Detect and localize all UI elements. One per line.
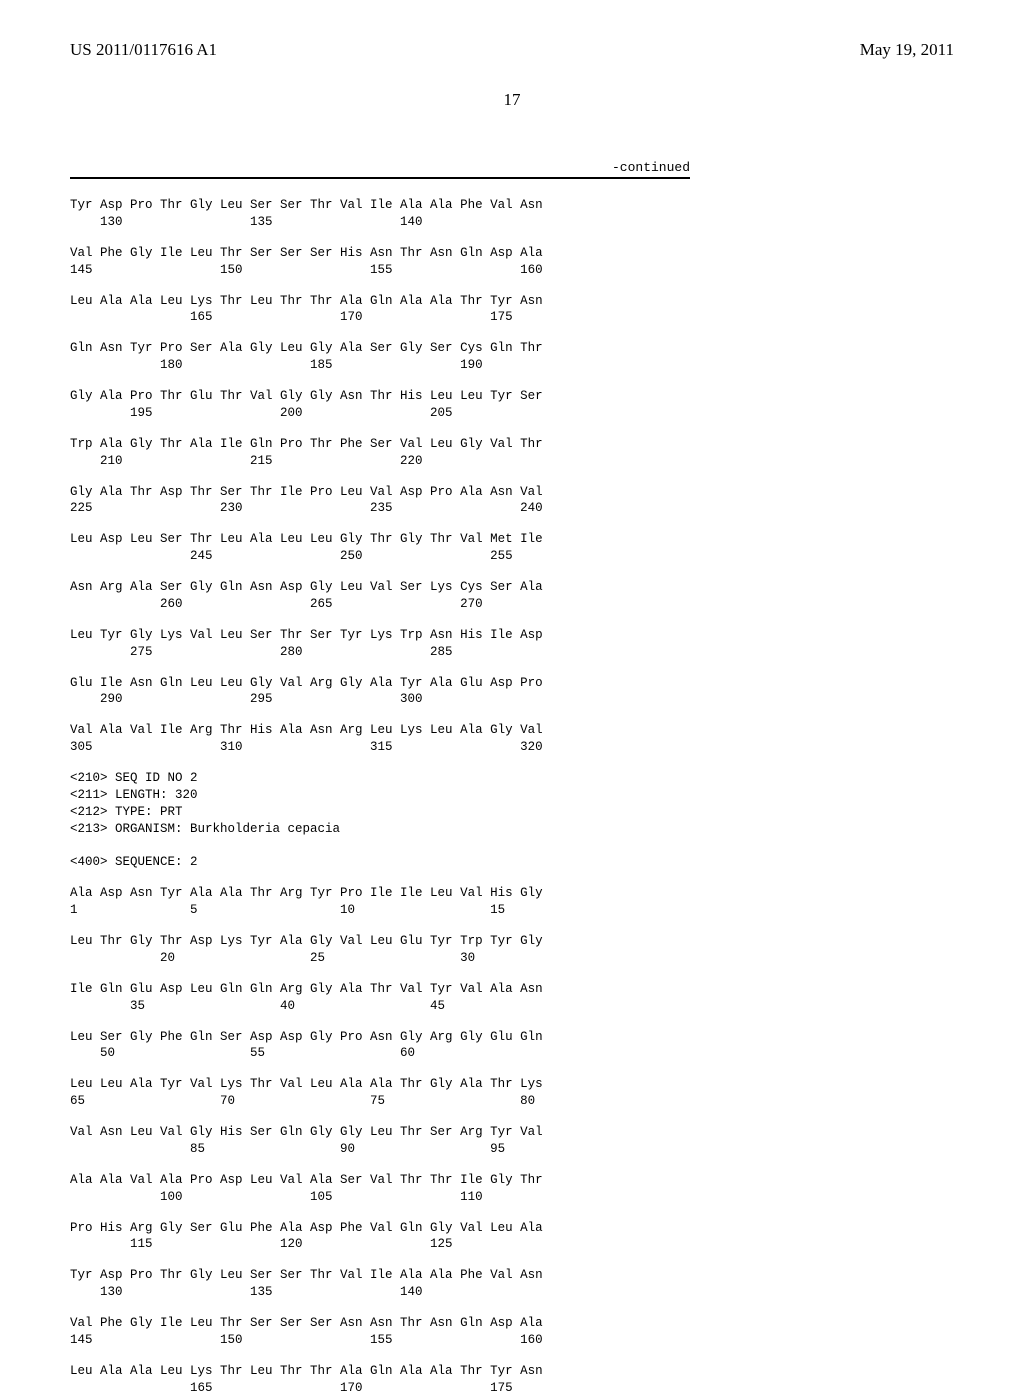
amino-acid-line: Val Ala Val Ile Arg Thr His Ala Asn Arg … [70, 722, 954, 739]
position-line: 1 5 10 15 [70, 902, 954, 919]
sequence-row: Glu Ile Asn Gln Leu Leu Gly Val Arg Gly … [70, 675, 954, 709]
sequence-row: Leu Thr Gly Thr Asp Lys Tyr Ala Gly Val … [70, 933, 954, 967]
amino-acid-line: Leu Ala Ala Leu Lys Thr Leu Thr Thr Ala … [70, 293, 954, 310]
position-line: 35 40 45 [70, 998, 954, 1015]
sequence-row: Ala Ala Val Ala Pro Asp Leu Val Ala Ser … [70, 1172, 954, 1206]
sequence-row: Ile Gln Glu Asp Leu Gln Gln Arg Gly Ala … [70, 981, 954, 1015]
position-line: 130 135 140 [70, 1284, 954, 1301]
position-line: 115 120 125 [70, 1236, 954, 1253]
position-line: 180 185 190 [70, 357, 954, 374]
amino-acid-line: Glu Ile Asn Gln Leu Leu Gly Val Arg Gly … [70, 675, 954, 692]
sequence-row: Val Ala Val Ile Arg Thr His Ala Asn Arg … [70, 722, 954, 756]
amino-acid-line: Leu Thr Gly Thr Asp Lys Tyr Ala Gly Val … [70, 933, 954, 950]
amino-acid-line: Gly Ala Thr Asp Thr Ser Thr Ile Pro Leu … [70, 484, 954, 501]
sequence-row: Val Phe Gly Ile Leu Thr Ser Ser Ser Asn … [70, 1315, 954, 1349]
amino-acid-line: Leu Tyr Gly Lys Val Leu Ser Thr Ser Tyr … [70, 627, 954, 644]
position-line: 165 170 175 [70, 309, 954, 326]
amino-acid-line: Tyr Asp Pro Thr Gly Leu Ser Ser Thr Val … [70, 1267, 954, 1284]
page: US 2011/0117616 A1 May 19, 2011 17 -cont… [0, 0, 1024, 1320]
position-line: 245 250 255 [70, 548, 954, 565]
sequence-row: Trp Ala Gly Thr Ala Ile Gln Pro Thr Phe … [70, 436, 954, 470]
position-line: 165 170 175 [70, 1380, 954, 1397]
amino-acid-line: Ile Gln Glu Asp Leu Gln Gln Arg Gly Ala … [70, 981, 954, 998]
amino-acid-line: Val Phe Gly Ile Leu Thr Ser Ser Ser His … [70, 245, 954, 262]
position-line: 290 295 300 [70, 691, 954, 708]
position-line: 50 55 60 [70, 1045, 954, 1062]
amino-acid-line: Tyr Asp Pro Thr Gly Leu Ser Ser Thr Val … [70, 197, 954, 214]
sequence-row: Tyr Asp Pro Thr Gly Leu Ser Ser Thr Val … [70, 1267, 954, 1301]
sequence-row: Gln Asn Tyr Pro Ser Ala Gly Leu Gly Ala … [70, 340, 954, 374]
sequence-row: Gly Ala Thr Asp Thr Ser Thr Ile Pro Leu … [70, 484, 954, 518]
position-line: 305 310 315 320 [70, 739, 954, 756]
amino-acid-line: Leu Ala Ala Leu Lys Thr Leu Thr Thr Ala … [70, 1363, 954, 1380]
amino-acid-line: Asn Arg Ala Ser Gly Gln Asn Asp Gly Leu … [70, 579, 954, 596]
sequence-row: Val Asn Leu Val Gly His Ser Gln Gly Gly … [70, 1124, 954, 1158]
position-line: 210 215 220 [70, 453, 954, 470]
sequence-row: Leu Ser Gly Phe Gln Ser Asp Asp Gly Pro … [70, 1029, 954, 1063]
page-number: 17 [70, 90, 954, 110]
amino-acid-line: Leu Asp Leu Ser Thr Leu Ala Leu Leu Gly … [70, 531, 954, 548]
amino-acid-line: Val Phe Gly Ile Leu Thr Ser Ser Ser Asn … [70, 1315, 954, 1332]
continued-label: -continued [70, 160, 710, 175]
position-line: 130 135 140 [70, 214, 954, 231]
sequence-row: Pro His Arg Gly Ser Glu Phe Ala Asp Phe … [70, 1220, 954, 1254]
amino-acid-line: Trp Ala Gly Thr Ala Ile Gln Pro Thr Phe … [70, 436, 954, 453]
position-line: 20 25 30 [70, 950, 954, 967]
sequence-row: Leu Ala Ala Leu Lys Thr Leu Thr Thr Ala … [70, 293, 954, 327]
page-header: US 2011/0117616 A1 May 19, 2011 [70, 40, 954, 60]
sequence-row: Leu Ala Ala Leu Lys Thr Leu Thr Thr Ala … [70, 1363, 954, 1397]
amino-acid-line: Leu Ser Gly Phe Gln Ser Asp Asp Gly Pro … [70, 1029, 954, 1046]
sequence-metadata: <210> SEQ ID NO 2 <211> LENGTH: 320 <212… [70, 770, 954, 871]
amino-acid-line: Ala Ala Val Ala Pro Asp Leu Val Ala Ser … [70, 1172, 954, 1189]
position-line: 195 200 205 [70, 405, 954, 422]
position-line: 225 230 235 240 [70, 500, 954, 517]
position-line: 260 265 270 [70, 596, 954, 613]
sequence-listing: Tyr Asp Pro Thr Gly Leu Ser Ser Thr Val … [70, 197, 954, 1397]
amino-acid-line: Ala Asp Asn Tyr Ala Ala Thr Arg Tyr Pro … [70, 885, 954, 902]
amino-acid-line: Pro His Arg Gly Ser Glu Phe Ala Asp Phe … [70, 1220, 954, 1237]
position-line: 85 90 95 [70, 1141, 954, 1158]
sequence-row: Leu Leu Ala Tyr Val Lys Thr Val Leu Ala … [70, 1076, 954, 1110]
sequence-row: Ala Asp Asn Tyr Ala Ala Thr Arg Tyr Pro … [70, 885, 954, 919]
sequence-row: Leu Tyr Gly Lys Val Leu Ser Thr Ser Tyr … [70, 627, 954, 661]
sequence-row: Val Phe Gly Ile Leu Thr Ser Ser Ser His … [70, 245, 954, 279]
sequence-row: Gly Ala Pro Thr Glu Thr Val Gly Gly Asn … [70, 388, 954, 422]
position-line: 100 105 110 [70, 1189, 954, 1206]
divider [70, 177, 690, 179]
publication-date: May 19, 2011 [860, 40, 954, 60]
publication-number: US 2011/0117616 A1 [70, 40, 217, 60]
sequence-row: Asn Arg Ala Ser Gly Gln Asn Asp Gly Leu … [70, 579, 954, 613]
amino-acid-line: Leu Leu Ala Tyr Val Lys Thr Val Leu Ala … [70, 1076, 954, 1093]
amino-acid-line: Val Asn Leu Val Gly His Ser Gln Gly Gly … [70, 1124, 954, 1141]
amino-acid-line: Gly Ala Pro Thr Glu Thr Val Gly Gly Asn … [70, 388, 954, 405]
position-line: 65 70 75 80 [70, 1093, 954, 1110]
position-line: 145 150 155 160 [70, 1332, 954, 1349]
amino-acid-line: Gln Asn Tyr Pro Ser Ala Gly Leu Gly Ala … [70, 340, 954, 357]
sequence-row: Tyr Asp Pro Thr Gly Leu Ser Ser Thr Val … [70, 197, 954, 231]
position-line: 275 280 285 [70, 644, 954, 661]
sequence-row: Leu Asp Leu Ser Thr Leu Ala Leu Leu Gly … [70, 531, 954, 565]
position-line: 145 150 155 160 [70, 262, 954, 279]
